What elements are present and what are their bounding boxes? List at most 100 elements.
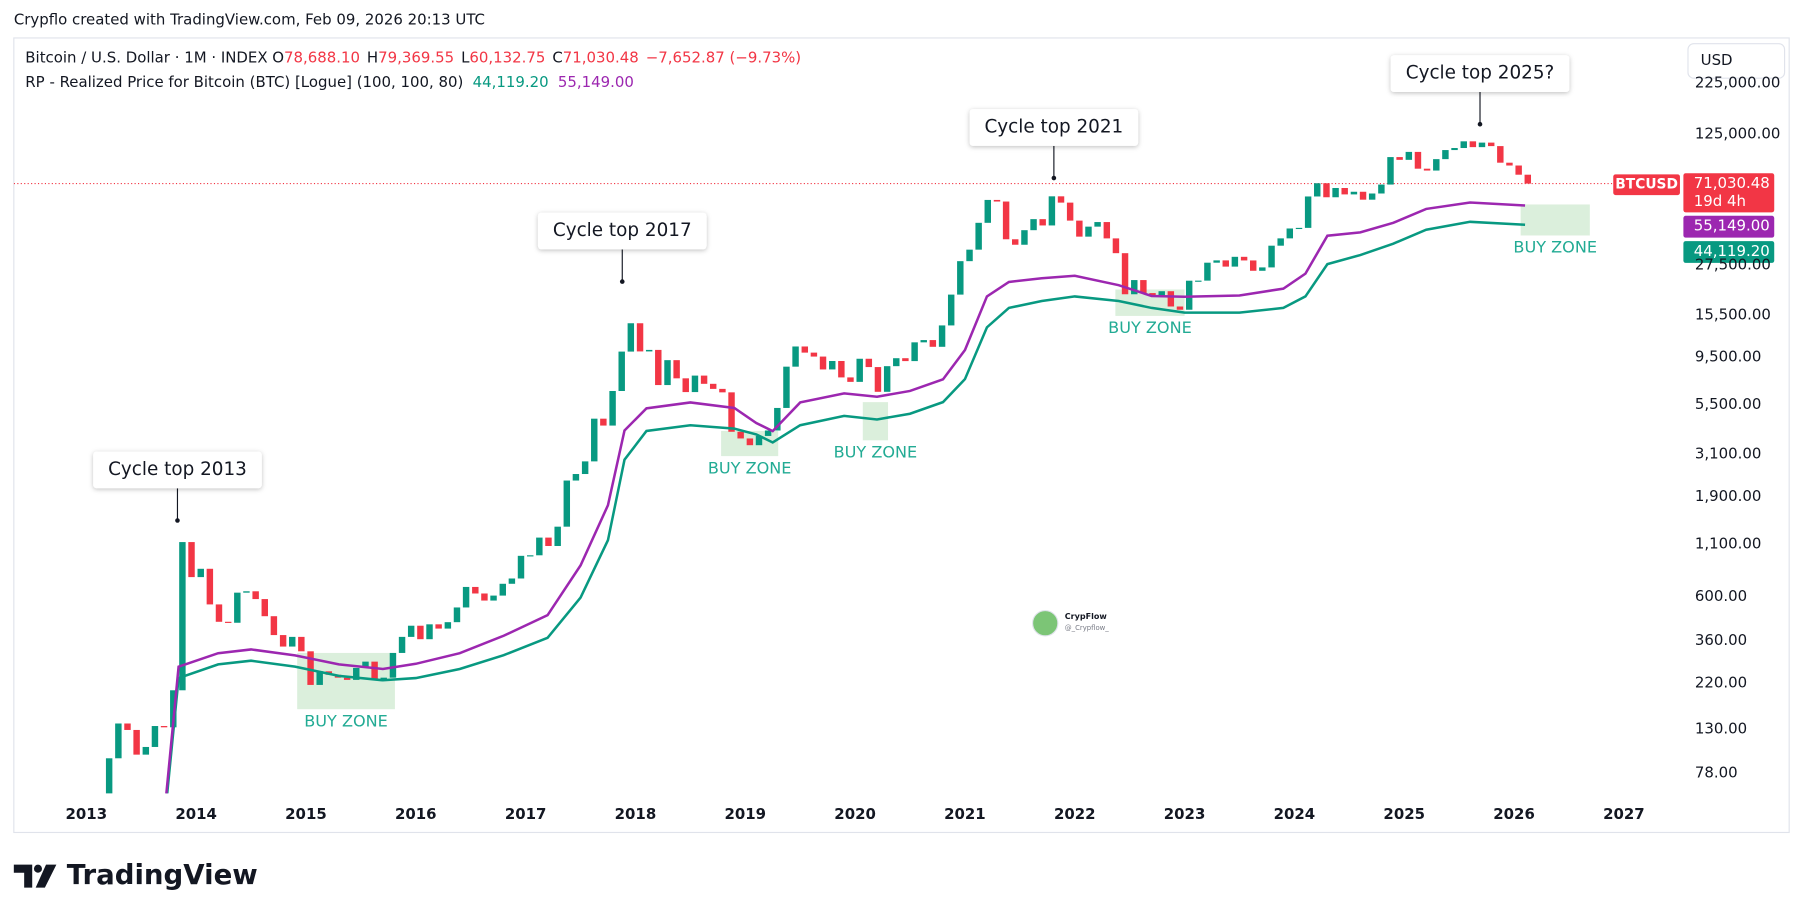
candle	[1066, 202, 1074, 221]
candle	[554, 526, 561, 546]
candle	[984, 199, 991, 223]
x-tick-label: 2020	[834, 805, 876, 823]
watermark-name: CrypFlow	[1065, 612, 1108, 621]
candle	[966, 249, 973, 262]
candle	[197, 568, 204, 578]
candle	[1396, 157, 1403, 160]
indicator-value: 55,149.00	[558, 73, 634, 91]
price-tag-sub: 19d 4h	[1694, 192, 1746, 210]
candle	[444, 622, 452, 629]
candle	[1131, 280, 1138, 295]
candle	[206, 568, 214, 605]
y-tick-label: 1,100.00	[1695, 534, 1762, 552]
candle	[307, 651, 314, 685]
candle	[298, 636, 305, 652]
candle	[353, 667, 360, 680]
candle	[1076, 220, 1083, 237]
realized-price-line	[165, 201, 1526, 794]
candle	[517, 555, 525, 579]
candle	[929, 340, 937, 347]
annotation-box	[1390, 55, 1570, 93]
candle	[1103, 222, 1111, 239]
candle	[179, 542, 186, 691]
candle	[1094, 222, 1101, 227]
candle	[160, 726, 168, 728]
candle	[764, 430, 772, 436]
annotation-text: Cycle top 2013	[108, 459, 247, 480]
candle	[938, 325, 946, 347]
candle	[746, 438, 754, 446]
candle	[1359, 191, 1367, 200]
y-tick-label: 27,500.00	[1695, 256, 1771, 274]
candle	[755, 435, 763, 446]
ohlc-value: 79,369.55	[378, 49, 454, 67]
candle	[728, 392, 735, 432]
candle	[673, 360, 680, 379]
x-tick-label: 2024	[1274, 805, 1316, 823]
x-tick-label: 2017	[505, 805, 547, 823]
candle	[1002, 201, 1010, 240]
candle	[1286, 228, 1294, 239]
legend-indicator: RP - Realized Price for Bitcoin (BTC) [L…	[25, 73, 634, 91]
candle	[1158, 291, 1165, 296]
y-tick-label: 5,500.00	[1695, 395, 1762, 413]
candle	[105, 758, 113, 794]
candle	[426, 624, 433, 640]
candle	[792, 346, 799, 367]
candle	[874, 367, 882, 392]
y-tick-label: 220.00	[1695, 674, 1747, 692]
candle	[865, 358, 873, 368]
candle	[947, 294, 955, 326]
candle	[920, 340, 927, 343]
candle	[911, 342, 918, 362]
candle	[1478, 142, 1486, 148]
candle	[1506, 162, 1513, 166]
candle	[234, 592, 241, 623]
candle	[115, 723, 122, 759]
ohlc-value: 78,688.10	[284, 49, 360, 67]
candle	[883, 366, 891, 392]
y-tick-label: 9,500.00	[1695, 348, 1762, 366]
candle	[609, 391, 616, 426]
buy-zone	[862, 402, 889, 441]
candle	[682, 378, 689, 393]
x-tick-label: 2016	[395, 805, 437, 823]
candle	[1368, 193, 1376, 200]
candle	[1176, 306, 1184, 310]
candle	[1378, 184, 1385, 194]
price-tag	[1683, 173, 1775, 213]
y-tick-label: 1,900.00	[1695, 487, 1762, 505]
x-tick-label: 2018	[615, 805, 657, 823]
candle	[1451, 148, 1458, 151]
legend-symbol: Bitcoin / U.S. Dollar · 1M · INDEX O78,68…	[25, 49, 801, 67]
candle	[1039, 219, 1046, 226]
ohlc-value: 60,132.75	[469, 49, 545, 67]
currency-button[interactable]	[1687, 43, 1786, 79]
candle	[581, 461, 589, 475]
candle	[893, 358, 900, 367]
annotation-text: Cycle top 2021	[984, 116, 1123, 137]
candle	[490, 595, 497, 601]
buy-zone-label: BUY ZONE	[708, 458, 792, 477]
candle	[343, 677, 351, 680]
candle	[1524, 174, 1532, 184]
candle	[252, 591, 259, 600]
price-tag	[1683, 241, 1775, 263]
candle	[407, 625, 415, 637]
candle	[783, 366, 790, 408]
x-tick-label: 2025	[1383, 805, 1425, 823]
candle	[389, 652, 397, 678]
currency[interactable]: USD	[1701, 51, 1733, 69]
candle	[645, 349, 653, 352]
candle	[1240, 256, 1248, 261]
ohlc-value: 71,030.48	[563, 49, 639, 67]
candle	[856, 358, 863, 382]
indicator: RP - Realized Price for Bitcoin (BTC) [L…	[25, 73, 463, 91]
candle	[627, 323, 635, 352]
annotation-point	[619, 279, 625, 284]
x-tick-label: 2023	[1164, 805, 1206, 823]
candle	[1195, 280, 1202, 282]
candle	[1487, 142, 1495, 147]
candle	[1268, 245, 1275, 268]
